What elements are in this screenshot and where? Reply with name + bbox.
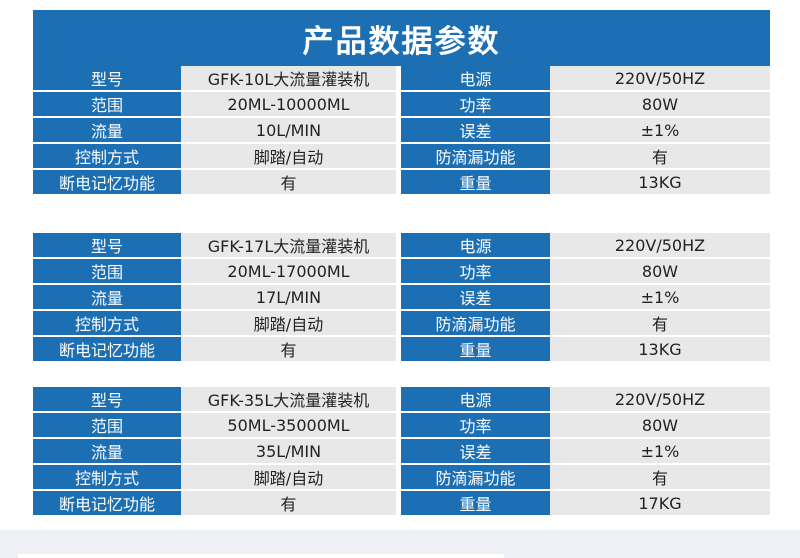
label-memory: 断电记忆功能 bbox=[33, 170, 181, 196]
table-row: 断电记忆功能 有 重量 13KG bbox=[33, 337, 770, 363]
label-model: 型号 bbox=[33, 387, 181, 413]
label-power-source: 电源 bbox=[401, 66, 550, 92]
value-weight: 13KG bbox=[550, 170, 770, 196]
value-control: 脚踏/自动 bbox=[181, 465, 401, 491]
value-range: 20ML-10000ML bbox=[181, 92, 401, 118]
value-error: ±1% bbox=[550, 439, 770, 465]
label-flow: 流量 bbox=[33, 285, 181, 311]
table-row: 流量 10L/MIN 误差 ±1% bbox=[33, 118, 770, 144]
table-row: 流量 17L/MIN 误差 ±1% bbox=[33, 285, 770, 311]
label-range: 范围 bbox=[33, 413, 181, 439]
value-power-source: 220V/50HZ bbox=[550, 233, 770, 259]
table-row: 范围 20ML-17000ML 功率 80W bbox=[33, 259, 770, 285]
value-memory: 有 bbox=[181, 491, 401, 517]
value-anti-drip: 有 bbox=[550, 465, 770, 491]
value-error: ±1% bbox=[550, 118, 770, 144]
label-weight: 重量 bbox=[401, 491, 550, 517]
table-row: 范围 20ML-10000ML 功率 80W bbox=[33, 92, 770, 118]
label-range: 范围 bbox=[33, 259, 181, 285]
value-weight: 13KG bbox=[550, 337, 770, 363]
table-row: 断电记忆功能 有 重量 13KG bbox=[33, 170, 770, 196]
table-row: 断电记忆功能 有 重量 17KG bbox=[33, 491, 770, 517]
label-power-source: 电源 bbox=[401, 233, 550, 259]
label-power-source: 电源 bbox=[401, 387, 550, 413]
spec-table-3: 型号 GFK-35L大流量灌装机 电源 220V/50HZ 范围 50ML-35… bbox=[33, 387, 770, 517]
label-flow: 流量 bbox=[33, 439, 181, 465]
label-control: 控制方式 bbox=[33, 465, 181, 491]
label-anti-drip: 防滴漏功能 bbox=[401, 465, 550, 491]
label-flow: 流量 bbox=[33, 118, 181, 144]
value-flow: 17L/MIN bbox=[181, 285, 401, 311]
table-row: 控制方式 脚踏/自动 防滴漏功能 有 bbox=[33, 465, 770, 491]
label-model: 型号 bbox=[33, 233, 181, 259]
value-range: 50ML-35000ML bbox=[181, 413, 401, 439]
label-power: 功率 bbox=[401, 413, 550, 439]
label-memory: 断电记忆功能 bbox=[33, 337, 181, 363]
value-flow: 35L/MIN bbox=[181, 439, 401, 465]
value-flow: 10L/MIN bbox=[181, 118, 401, 144]
value-control: 脚踏/自动 bbox=[181, 311, 401, 337]
value-power: 80W bbox=[550, 413, 770, 439]
value-model: GFK-17L大流量灌装机 bbox=[181, 233, 401, 259]
label-error: 误差 bbox=[401, 439, 550, 465]
label-weight: 重量 bbox=[401, 337, 550, 363]
label-error: 误差 bbox=[401, 285, 550, 311]
value-power-source: 220V/50HZ bbox=[550, 387, 770, 413]
value-error: ±1% bbox=[550, 285, 770, 311]
table-row: 控制方式 脚踏/自动 防滴漏功能 有 bbox=[33, 144, 770, 170]
value-range: 20ML-17000ML bbox=[181, 259, 401, 285]
bottom-card bbox=[18, 554, 504, 558]
table-row: 型号 GFK-35L大流量灌装机 电源 220V/50HZ bbox=[33, 387, 770, 413]
spec-table-1: 型号 GFK-10L大流量灌装机 电源 220V/50HZ 范围 20ML-10… bbox=[33, 66, 770, 196]
table-row: 控制方式 脚踏/自动 防滴漏功能 有 bbox=[33, 311, 770, 337]
table-row: 型号 GFK-10L大流量灌装机 电源 220V/50HZ bbox=[33, 66, 770, 92]
value-model: GFK-35L大流量灌装机 bbox=[181, 387, 401, 413]
label-power: 功率 bbox=[401, 92, 550, 118]
value-power: 80W bbox=[550, 92, 770, 118]
label-control: 控制方式 bbox=[33, 311, 181, 337]
page-title: 产品数据参数 bbox=[33, 10, 770, 66]
table-row: 型号 GFK-17L大流量灌装机 电源 220V/50HZ bbox=[33, 233, 770, 259]
value-memory: 有 bbox=[181, 170, 401, 196]
spec-table-2: 型号 GFK-17L大流量灌装机 电源 220V/50HZ 范围 20ML-17… bbox=[33, 233, 770, 363]
label-anti-drip: 防滴漏功能 bbox=[401, 144, 550, 170]
label-memory: 断电记忆功能 bbox=[33, 491, 181, 517]
label-anti-drip: 防滴漏功能 bbox=[401, 311, 550, 337]
table-row: 范围 50ML-35000ML 功率 80W bbox=[33, 413, 770, 439]
value-control: 脚踏/自动 bbox=[181, 144, 401, 170]
value-power-source: 220V/50HZ bbox=[550, 66, 770, 92]
value-weight: 17KG bbox=[550, 491, 770, 517]
value-memory: 有 bbox=[181, 337, 401, 363]
table-row: 流量 35L/MIN 误差 ±1% bbox=[33, 439, 770, 465]
bottom-divider bbox=[0, 530, 800, 558]
label-error: 误差 bbox=[401, 118, 550, 144]
label-model: 型号 bbox=[33, 66, 181, 92]
label-control: 控制方式 bbox=[33, 144, 181, 170]
value-power: 80W bbox=[550, 259, 770, 285]
value-model: GFK-10L大流量灌装机 bbox=[181, 66, 401, 92]
value-anti-drip: 有 bbox=[550, 311, 770, 337]
label-weight: 重量 bbox=[401, 170, 550, 196]
value-anti-drip: 有 bbox=[550, 144, 770, 170]
label-power: 功率 bbox=[401, 259, 550, 285]
label-range: 范围 bbox=[33, 92, 181, 118]
